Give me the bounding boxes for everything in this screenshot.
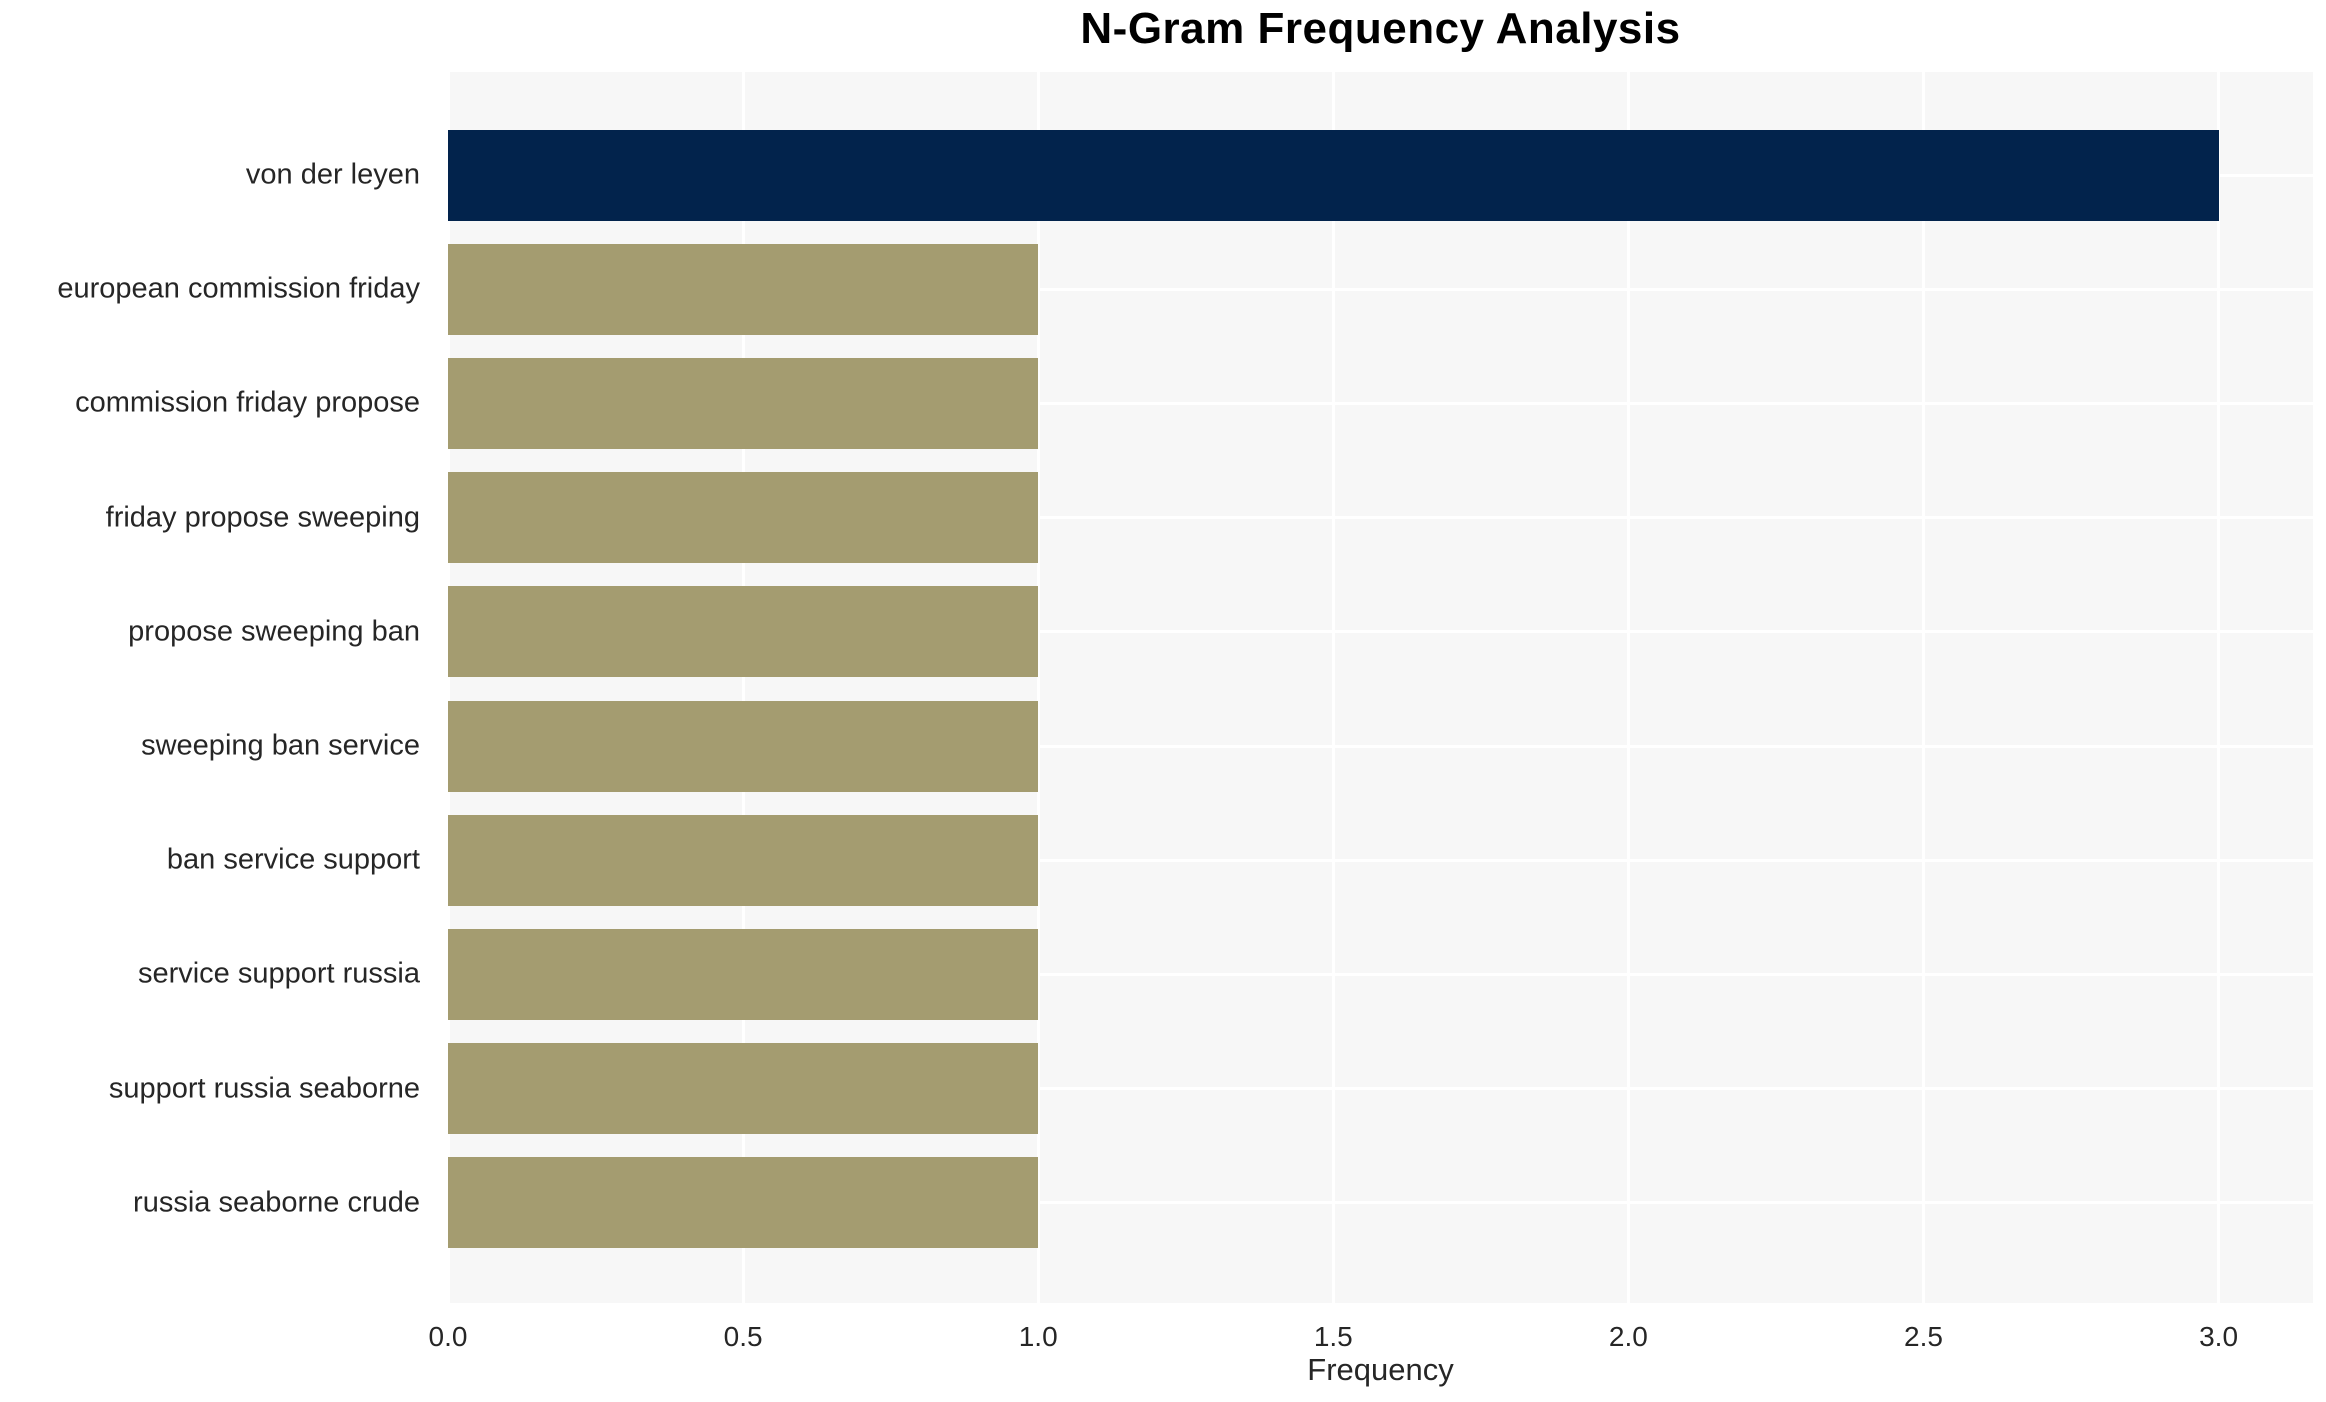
bar — [448, 700, 1039, 792]
vertical-gridline — [1921, 72, 1925, 1303]
bar — [448, 814, 1039, 906]
x-tick-label: 0.0 — [428, 1321, 468, 1352]
y-axis-label: propose sweeping ban — [128, 615, 420, 648]
horizontal-gridline — [448, 1201, 2313, 1205]
y-axis-label: support russia seaborne — [108, 1072, 420, 1105]
vertical-gridline — [1331, 72, 1335, 1303]
chart-title: N-Gram Frequency Analysis — [1080, 4, 1681, 53]
bar — [448, 1043, 1039, 1135]
horizontal-gridline — [448, 630, 2313, 634]
horizontal-gridline — [448, 287, 2313, 291]
x-tick-label: 2.0 — [1608, 1321, 1648, 1352]
bar — [448, 928, 1039, 1020]
vertical-gridline — [446, 72, 450, 1303]
horizontal-gridline — [448, 516, 2313, 520]
bar — [448, 1157, 1039, 1249]
horizontal-gridline — [448, 1087, 2313, 1091]
plot-area — [446, 72, 2313, 1303]
horizontal-gridline — [448, 858, 2313, 862]
x-tick-label: 1.0 — [1018, 1321, 1058, 1352]
x-tick-label: 1.5 — [1313, 1321, 1353, 1352]
x-tick-label: 2.5 — [1904, 1321, 1943, 1352]
bar — [448, 129, 2219, 221]
y-axis-label: friday propose sweeping — [105, 501, 420, 534]
y-axis-label: european commission friday — [57, 272, 420, 305]
y-axis-label: sweeping ban service — [141, 729, 420, 762]
y-axis-label: service support russia — [137, 957, 420, 990]
horizontal-gridline — [448, 401, 2313, 405]
y-axis-label: von der leyen — [245, 158, 420, 191]
horizontal-gridline — [448, 744, 2313, 748]
horizontal-gridline — [448, 972, 2313, 976]
bar — [448, 243, 1039, 335]
y-axis-label: russia seaborne crude — [133, 1186, 420, 1219]
bar — [448, 472, 1039, 564]
bar — [448, 357, 1039, 449]
x-axis-ticks: 0.0 0.5 1.0 1.5 2.0 2.5 3.0 — [429, 1303, 2313, 1363]
bar — [448, 586, 1039, 678]
y-axis-labels: von der leyen european commission friday c… — [0, 72, 434, 1303]
vertical-gridline — [1626, 72, 1630, 1303]
y-axis-label: commission friday propose — [75, 386, 420, 419]
vertical-gridline — [741, 72, 745, 1303]
x-tick-label: 0.5 — [723, 1321, 763, 1352]
vertical-gridline — [1036, 72, 1040, 1303]
x-tick-label: 3.0 — [2199, 1321, 2239, 1352]
vertical-gridline — [2217, 72, 2221, 1303]
y-axis-label: ban service support — [166, 843, 420, 876]
x-axis-label: Frequency — [1307, 1352, 1454, 1387]
